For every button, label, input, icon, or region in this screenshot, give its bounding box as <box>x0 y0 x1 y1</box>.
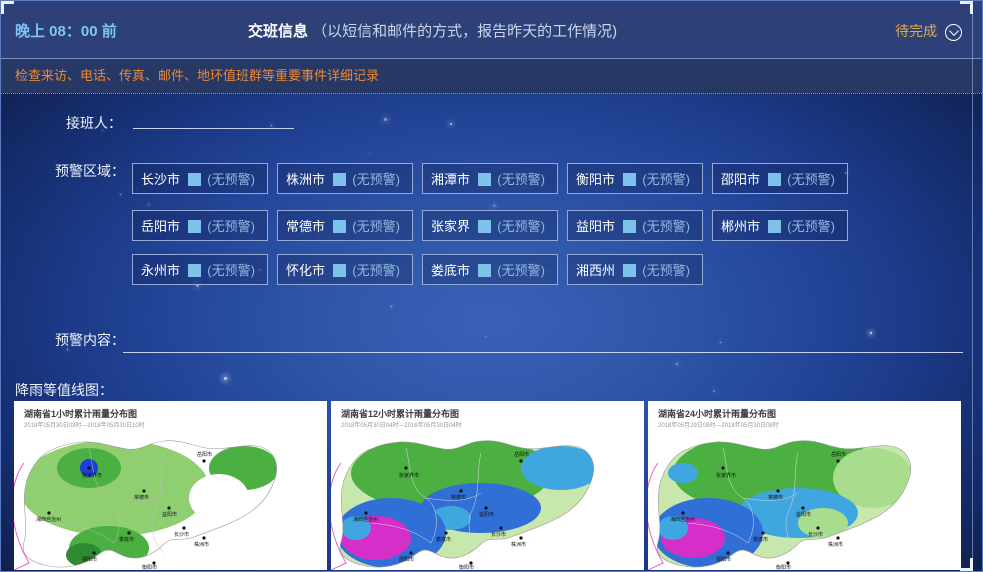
svg-text:株洲市: 株洲市 <box>194 541 209 548</box>
svg-text:湘西自治州: 湘西自治州 <box>670 516 695 523</box>
svg-text:长沙市: 长沙市 <box>491 531 506 538</box>
svg-text:常德市: 常德市 <box>451 494 466 501</box>
svg-text:邵阳市: 邵阳市 <box>82 556 97 563</box>
svg-text:株洲市: 株洲市 <box>511 541 526 548</box>
svg-text:张家界市: 张家界市 <box>82 472 102 479</box>
svg-text:衡阳市: 衡阳市 <box>142 564 157 570</box>
svg-text:常德市: 常德市 <box>768 494 783 501</box>
svg-text:湘西自治州: 湘西自治州 <box>353 516 378 523</box>
svg-text:益阳市: 益阳市 <box>162 511 177 518</box>
svg-text:株洲市: 株洲市 <box>828 541 843 548</box>
svg-text:湘西自治州: 湘西自治州 <box>36 516 61 523</box>
svg-text:邵阳市: 邵阳市 <box>399 556 414 563</box>
svg-text:常德市: 常德市 <box>134 494 149 501</box>
svg-text:衡阳市: 衡阳市 <box>459 564 474 570</box>
svg-text:张家界市: 张家界市 <box>399 472 419 479</box>
svg-text:娄底市: 娄底市 <box>436 536 451 543</box>
svg-text:长沙市: 长沙市 <box>808 531 823 538</box>
svg-text:衡阳市: 衡阳市 <box>776 564 791 570</box>
svg-text:长沙市: 长沙市 <box>174 531 189 538</box>
svg-text:益阳市: 益阳市 <box>796 511 811 518</box>
svg-text:娄底市: 娄底市 <box>753 536 768 543</box>
svg-text:邵阳市: 邵阳市 <box>716 556 731 563</box>
svg-text:娄底市: 娄底市 <box>119 536 134 543</box>
svg-text:岳阳市: 岳阳市 <box>197 451 212 458</box>
svg-text:岳阳市: 岳阳市 <box>831 451 846 458</box>
svg-text:益阳市: 益阳市 <box>479 511 494 518</box>
svg-text:张家界市: 张家界市 <box>716 472 736 479</box>
svg-text:岳阳市: 岳阳市 <box>514 451 529 458</box>
